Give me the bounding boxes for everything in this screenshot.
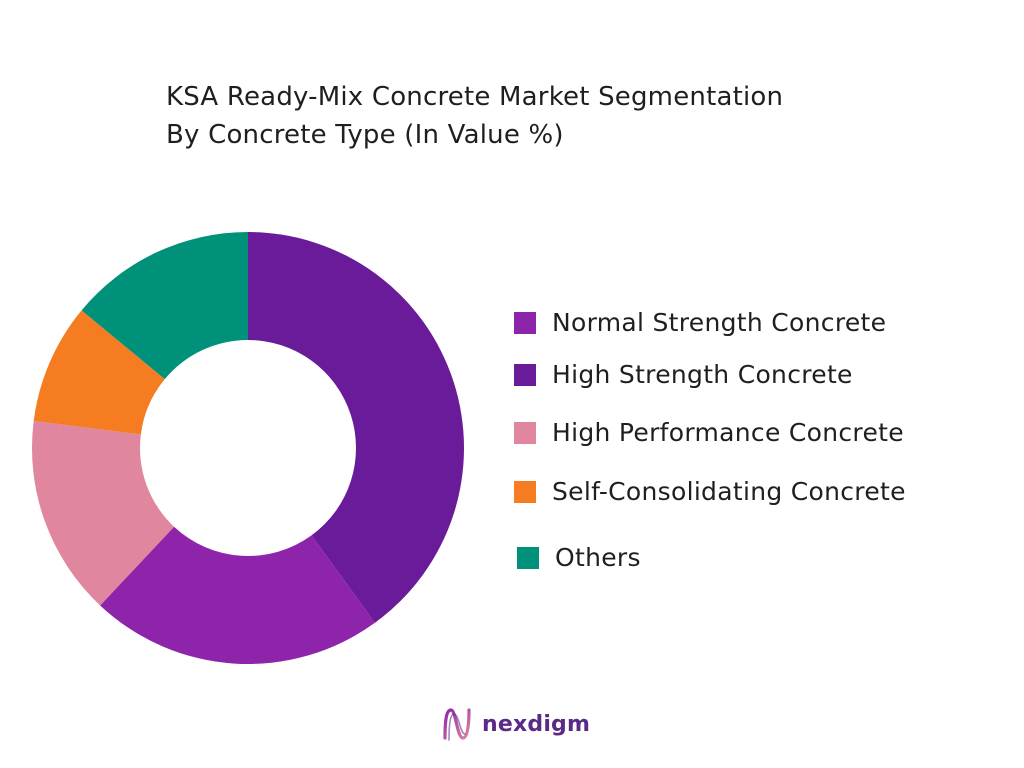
legend-label-self-consolidating: Self-Consolidating Concrete xyxy=(552,477,906,506)
legend-label-high-performance: High Performance Concrete xyxy=(552,418,904,447)
brand-logo: nexdigm xyxy=(440,702,590,746)
legend-item-high-performance: High Performance Concrete xyxy=(514,418,904,447)
nexdigm-logo-icon xyxy=(443,708,471,741)
chart-title: KSA Ready-Mix Concrete Market Segmentati… xyxy=(166,78,783,154)
legend-label-normal-strength: Normal Strength Concrete xyxy=(552,308,887,337)
legend-swatch-self-consolidating xyxy=(514,480,536,503)
chart-title-line-1: KSA Ready-Mix Concrete Market Segmentati… xyxy=(166,82,784,112)
donut-slice-others xyxy=(81,232,248,380)
donut-slice-self-consolidating-concrete xyxy=(33,310,165,435)
legend-label-others: Others xyxy=(555,543,641,572)
legend-item-others: Others xyxy=(517,543,641,572)
brand-name: nexdigm xyxy=(482,711,591,737)
donut-slice-normal-strength-concrete xyxy=(100,526,375,664)
legend-swatch-others xyxy=(517,546,539,569)
legend-label-high-strength: High Strength Concrete xyxy=(552,360,853,389)
legend-item-normal-strength: Normal Strength Concrete xyxy=(514,308,886,337)
legend-item-self-consolidating: Self-Consolidating Concrete xyxy=(514,477,906,506)
donut-slice-high-strength-concrete xyxy=(248,232,465,623)
chart-title-line-2: By Concrete Type (In Value %) xyxy=(166,120,564,150)
donut-slice-high-performance-concrete xyxy=(32,420,175,606)
legend-item-high-strength: High Strength Concrete xyxy=(514,360,853,389)
legend-swatch-high-strength xyxy=(514,363,536,386)
legend-swatch-high-performance xyxy=(514,421,536,444)
legend-swatch-normal-strength xyxy=(514,311,536,334)
